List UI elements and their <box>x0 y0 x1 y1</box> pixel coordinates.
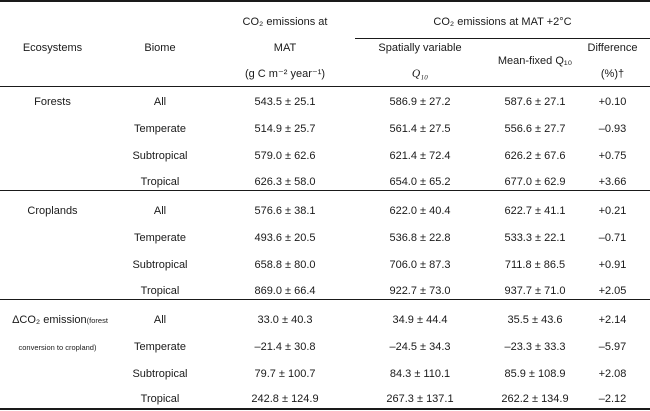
table-cell-diff: +3.66 <box>598 176 627 188</box>
table-cell-diff: +2.14 <box>598 314 627 326</box>
header-co2-mat-line2: MAT <box>273 42 297 54</box>
group-name-croplands: Croplands <box>27 205 78 217</box>
header-bottom-rule <box>0 86 650 87</box>
table-cell-mf: 937.7 ± 71.0 <box>504 285 566 297</box>
table-cell-mat: –21.4 ± 30.8 <box>254 341 316 353</box>
table-cell-mat: 493.6 ± 20.5 <box>254 232 316 244</box>
table-cell-diff: –0.71 <box>598 232 627 244</box>
table-cell-sv: –24.5 ± 34.3 <box>389 341 451 353</box>
table-cell-biome: Subtropical <box>132 259 188 271</box>
table-cell-sv: 586.9 ± 27.2 <box>389 96 451 108</box>
table-top-rule <box>0 0 650 2</box>
table-cell-biome: Temperate <box>134 123 186 135</box>
table-cell-biome: Tropical <box>140 393 180 405</box>
table-cell-diff: –5.97 <box>598 341 627 353</box>
header-spatially-variable: Spatially variable <box>378 42 462 54</box>
header-biome: Biome <box>144 42 176 54</box>
table-cell-sv: 922.7 ± 73.0 <box>389 285 451 297</box>
table-cell-sv: 267.3 ± 137.1 <box>386 393 454 405</box>
table-cell-diff: +0.21 <box>598 205 627 217</box>
group-name-delta-co2-label: ΔCO₂ emission <box>12 314 87 326</box>
table-cell-mat: 514.9 ± 25.7 <box>254 123 316 135</box>
table-cell-mf: –23.3 ± 33.3 <box>504 341 566 353</box>
table-cell-biome: Tropical <box>140 285 180 297</box>
table-cell-mf: 587.6 ± 27.1 <box>504 96 566 108</box>
table-cell-mf: 556.6 ± 27.7 <box>504 123 566 135</box>
table-cell-mf: 711.8 ± 86.5 <box>504 259 566 271</box>
table-cell-sv: 621.4 ± 72.4 <box>389 150 451 162</box>
table-cell-diff: –2.12 <box>598 393 627 405</box>
group-name-delta-co2-suffix: (forest <box>86 316 108 325</box>
table-cell-mf: 262.2 ± 134.9 <box>501 393 569 405</box>
table-cell-mf: 626.2 ± 67.6 <box>504 150 566 162</box>
header-difference: Difference <box>587 42 638 54</box>
table-cell-mf: 533.3 ± 22.1 <box>504 232 566 244</box>
group-header-rule <box>355 38 650 39</box>
table-cell-sv: 654.0 ± 65.2 <box>389 176 451 188</box>
table-cell-diff: +2.05 <box>598 285 627 297</box>
section-rule-1 <box>0 190 650 191</box>
header-q10: Q₁₀ <box>411 68 429 80</box>
table-cell-sv: 622.0 ± 40.4 <box>389 205 451 217</box>
table-cell-mat: 543.5 ± 25.1 <box>254 96 316 108</box>
group-name-forests: Forests <box>34 96 71 108</box>
header-co2-mat2-group: CO₂ emissions at MAT +2°C <box>433 16 572 28</box>
table-cell-mat: 576.6 ± 38.1 <box>254 205 316 217</box>
table-cell-biome: Subtropical <box>132 368 188 380</box>
header-mean-fixed: Mean-fixed Q₁₀ <box>497 55 573 67</box>
table-bottom-rule <box>0 408 650 410</box>
table-cell-biome: All <box>153 314 167 326</box>
table-cell-biome: All <box>153 205 167 217</box>
table-cell-diff: +0.10 <box>598 96 627 108</box>
table-cell-mf: 35.5 ± 43.6 <box>507 314 563 326</box>
table-cell-mat: 658.8 ± 80.0 <box>254 259 316 271</box>
table-cell-sv: 561.4 ± 27.5 <box>389 123 451 135</box>
table-cell-mat: 579.0 ± 62.6 <box>254 150 316 162</box>
table-cell-diff: +0.91 <box>598 259 627 271</box>
table-cell-biome: Tropical <box>140 176 180 188</box>
table-cell-mat: 79.7 ± 100.7 <box>254 368 316 380</box>
table-cell-mat: 626.3 ± 58.0 <box>254 176 316 188</box>
table-cell-diff: –0.93 <box>598 123 627 135</box>
header-ecosystems: Ecosystems <box>22 42 83 54</box>
section-rule-2 <box>0 299 650 300</box>
group-name-delta-co2: ΔCO₂ emission(forest <box>0 313 120 328</box>
table-cell-sv: 84.3 ± 110.1 <box>389 368 451 380</box>
table-cell-mf: 677.0 ± 62.9 <box>504 176 566 188</box>
header-co2-mat-line1: CO₂ emissions at <box>242 16 328 28</box>
table-cell-biome: Subtropical <box>132 150 188 162</box>
table-cell-biome: All <box>153 96 167 108</box>
table-cell-mf: 85.9 ± 108.9 <box>504 368 566 380</box>
header-difference-unit: (%)† <box>600 68 625 80</box>
table-cell-mat: 869.0 ± 66.4 <box>254 285 316 297</box>
table-cell-sv: 536.8 ± 22.8 <box>389 232 451 244</box>
table-cell-sv: 34.9 ± 44.4 <box>392 314 448 326</box>
table-cell-mat: 242.8 ± 124.9 <box>251 393 319 405</box>
table-cell-diff: +0.75 <box>598 150 627 162</box>
table-cell-biome: Temperate <box>134 232 186 244</box>
group-note-delta-co2: conversion to cropland) <box>18 343 97 352</box>
table-cell-sv: 706.0 ± 87.3 <box>389 259 451 271</box>
table-cell-biome: Temperate <box>134 341 186 353</box>
table-cell-diff: +2.08 <box>598 368 627 380</box>
table-cell-mat: 33.0 ± 40.3 <box>257 314 313 326</box>
header-co2-mat-unit: (g C m⁻² year⁻¹) <box>244 68 326 80</box>
table-cell-mf: 622.7 ± 41.1 <box>504 205 566 217</box>
